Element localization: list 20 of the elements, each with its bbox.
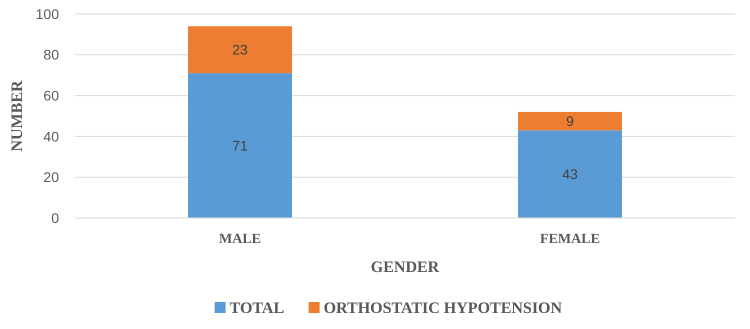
data-label: 9 [566, 113, 574, 129]
bar [518, 112, 622, 130]
y-tick-label: 100 [36, 6, 60, 22]
legend-label: ORTHOSTATIC HYPOTENSION [324, 300, 562, 317]
bar [188, 26, 292, 74]
bar [188, 73, 292, 218]
legend-label: TOTAL [230, 300, 284, 317]
x-tick-label: MALE [219, 232, 261, 247]
x-tick-label: FEMALE [540, 232, 600, 247]
y-axis-title: NUMBER [9, 80, 26, 152]
y-tick-label: 20 [43, 169, 60, 186]
data-label: 43 [562, 166, 578, 182]
data-label: 23 [232, 42, 248, 58]
y-tick-label: 60 [43, 88, 60, 104]
y-tick-label: 80 [43, 46, 60, 63]
x-axis-title: GENDER [370, 259, 440, 276]
y-tick-label: 0 [51, 210, 60, 226]
y-tick-label: 40 [43, 128, 60, 144]
bar [518, 130, 622, 218]
data-label: 71 [232, 137, 248, 154]
